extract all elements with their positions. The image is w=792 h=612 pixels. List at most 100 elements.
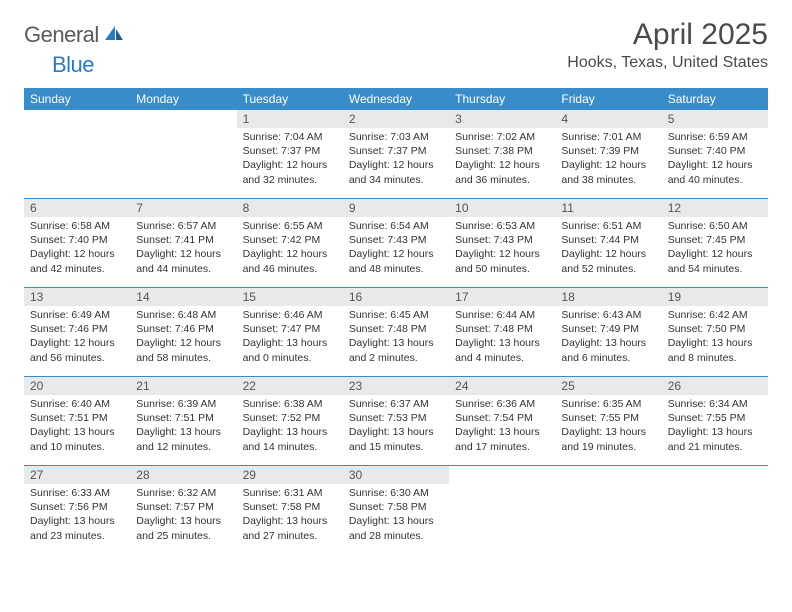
sunrise-text: Sunrise: 6:30 AM bbox=[349, 486, 443, 500]
daylight-text: Daylight: 12 hours and 52 minutes. bbox=[561, 247, 655, 275]
sunset-text: Sunset: 7:57 PM bbox=[136, 500, 230, 514]
calendar-week: 20Sunrise: 6:40 AMSunset: 7:51 PMDayligh… bbox=[24, 377, 768, 466]
daylight-text: Daylight: 12 hours and 48 minutes. bbox=[349, 247, 443, 275]
sunrise-text: Sunrise: 6:58 AM bbox=[30, 219, 124, 233]
sunrise-text: Sunrise: 6:31 AM bbox=[243, 486, 337, 500]
month-title: April 2025 bbox=[567, 18, 768, 52]
day-number: 21 bbox=[130, 377, 236, 395]
sunset-text: Sunset: 7:43 PM bbox=[455, 233, 549, 247]
daylight-text: Daylight: 13 hours and 27 minutes. bbox=[243, 514, 337, 542]
sunset-text: Sunset: 7:37 PM bbox=[349, 144, 443, 158]
day-details: Sunrise: 6:51 AMSunset: 7:44 PMDaylight:… bbox=[555, 217, 661, 282]
calendar-week: 1Sunrise: 7:04 AMSunset: 7:37 PMDaylight… bbox=[24, 110, 768, 199]
sunset-text: Sunset: 7:58 PM bbox=[349, 500, 443, 514]
day-number: 26 bbox=[662, 377, 768, 395]
day-number: 5 bbox=[662, 110, 768, 128]
weekday-header: Thursday bbox=[449, 88, 555, 110]
day-details: Sunrise: 6:54 AMSunset: 7:43 PMDaylight:… bbox=[343, 217, 449, 282]
sunrise-text: Sunrise: 6:57 AM bbox=[136, 219, 230, 233]
day-details: Sunrise: 6:55 AMSunset: 7:42 PMDaylight:… bbox=[237, 217, 343, 282]
day-number: 20 bbox=[24, 377, 130, 395]
day-details: Sunrise: 6:34 AMSunset: 7:55 PMDaylight:… bbox=[662, 395, 768, 460]
sunset-text: Sunset: 7:48 PM bbox=[455, 322, 549, 336]
brand-logo: General bbox=[24, 22, 127, 48]
daylight-text: Daylight: 12 hours and 54 minutes. bbox=[668, 247, 762, 275]
daylight-text: Daylight: 13 hours and 19 minutes. bbox=[561, 425, 655, 453]
sunset-text: Sunset: 7:39 PM bbox=[561, 144, 655, 158]
daylight-text: Daylight: 12 hours and 32 minutes. bbox=[243, 158, 337, 186]
sunrise-text: Sunrise: 7:02 AM bbox=[455, 130, 549, 144]
daylight-text: Daylight: 13 hours and 23 minutes. bbox=[30, 514, 124, 542]
day-number: 3 bbox=[449, 110, 555, 128]
day-details: Sunrise: 6:36 AMSunset: 7:54 PMDaylight:… bbox=[449, 395, 555, 460]
daylight-text: Daylight: 13 hours and 28 minutes. bbox=[349, 514, 443, 542]
day-number: 18 bbox=[555, 288, 661, 306]
sunset-text: Sunset: 7:37 PM bbox=[243, 144, 337, 158]
daylight-text: Daylight: 13 hours and 6 minutes. bbox=[561, 336, 655, 364]
daylight-text: Daylight: 13 hours and 4 minutes. bbox=[455, 336, 549, 364]
day-number: 27 bbox=[24, 466, 130, 484]
daylight-text: Daylight: 12 hours and 58 minutes. bbox=[136, 336, 230, 364]
weekday-header: Saturday bbox=[662, 88, 768, 110]
sunrise-text: Sunrise: 6:46 AM bbox=[243, 308, 337, 322]
weekday-header: Friday bbox=[555, 88, 661, 110]
daylight-text: Daylight: 13 hours and 14 minutes. bbox=[243, 425, 337, 453]
sunrise-text: Sunrise: 6:55 AM bbox=[243, 219, 337, 233]
sunrise-text: Sunrise: 6:48 AM bbox=[136, 308, 230, 322]
weekday-header: Sunday bbox=[24, 88, 130, 110]
day-details: Sunrise: 6:45 AMSunset: 7:48 PMDaylight:… bbox=[343, 306, 449, 371]
daylight-text: Daylight: 12 hours and 44 minutes. bbox=[136, 247, 230, 275]
sunset-text: Sunset: 7:43 PM bbox=[349, 233, 443, 247]
day-details: Sunrise: 6:40 AMSunset: 7:51 PMDaylight:… bbox=[24, 395, 130, 460]
calendar-day: 17Sunrise: 6:44 AMSunset: 7:48 PMDayligh… bbox=[449, 288, 555, 376]
day-number: 7 bbox=[130, 199, 236, 217]
calendar-day: 21Sunrise: 6:39 AMSunset: 7:51 PMDayligh… bbox=[130, 377, 236, 465]
sunset-text: Sunset: 7:51 PM bbox=[30, 411, 124, 425]
calendar-day: 20Sunrise: 6:40 AMSunset: 7:51 PMDayligh… bbox=[24, 377, 130, 465]
sunrise-text: Sunrise: 6:45 AM bbox=[349, 308, 443, 322]
day-details: Sunrise: 6:43 AMSunset: 7:49 PMDaylight:… bbox=[555, 306, 661, 371]
day-number: 16 bbox=[343, 288, 449, 306]
sunset-text: Sunset: 7:51 PM bbox=[136, 411, 230, 425]
daylight-text: Daylight: 12 hours and 56 minutes. bbox=[30, 336, 124, 364]
calendar-day-empty bbox=[662, 466, 768, 554]
daylight-text: Daylight: 13 hours and 10 minutes. bbox=[30, 425, 124, 453]
day-number: 9 bbox=[343, 199, 449, 217]
calendar-day: 28Sunrise: 6:32 AMSunset: 7:57 PMDayligh… bbox=[130, 466, 236, 554]
weekday-header-row: SundayMondayTuesdayWednesdayThursdayFrid… bbox=[24, 88, 768, 110]
calendar-day: 29Sunrise: 6:31 AMSunset: 7:58 PMDayligh… bbox=[237, 466, 343, 554]
calendar-week: 27Sunrise: 6:33 AMSunset: 7:56 PMDayligh… bbox=[24, 466, 768, 554]
daylight-text: Daylight: 12 hours and 46 minutes. bbox=[243, 247, 337, 275]
calendar-page: General April 2025 Hooks, Texas, United … bbox=[0, 0, 792, 572]
sunset-text: Sunset: 7:42 PM bbox=[243, 233, 337, 247]
day-details: Sunrise: 6:48 AMSunset: 7:46 PMDaylight:… bbox=[130, 306, 236, 371]
weekday-header: Tuesday bbox=[237, 88, 343, 110]
daylight-text: Daylight: 13 hours and 25 minutes. bbox=[136, 514, 230, 542]
sunset-text: Sunset: 7:47 PM bbox=[243, 322, 337, 336]
sunrise-text: Sunrise: 6:36 AM bbox=[455, 397, 549, 411]
weekday-header: Monday bbox=[130, 88, 236, 110]
day-number: 23 bbox=[343, 377, 449, 395]
daylight-text: Daylight: 13 hours and 17 minutes. bbox=[455, 425, 549, 453]
day-details: Sunrise: 6:32 AMSunset: 7:57 PMDaylight:… bbox=[130, 484, 236, 549]
sunrise-text: Sunrise: 6:59 AM bbox=[668, 130, 762, 144]
day-details: Sunrise: 6:39 AMSunset: 7:51 PMDaylight:… bbox=[130, 395, 236, 460]
sunrise-text: Sunrise: 6:54 AM bbox=[349, 219, 443, 233]
day-details: Sunrise: 7:02 AMSunset: 7:38 PMDaylight:… bbox=[449, 128, 555, 193]
calendar-day: 8Sunrise: 6:55 AMSunset: 7:42 PMDaylight… bbox=[237, 199, 343, 287]
calendar-day-empty bbox=[555, 466, 661, 554]
day-number: 4 bbox=[555, 110, 661, 128]
sunset-text: Sunset: 7:55 PM bbox=[561, 411, 655, 425]
day-details: Sunrise: 6:46 AMSunset: 7:47 PMDaylight:… bbox=[237, 306, 343, 371]
sunset-text: Sunset: 7:41 PM bbox=[136, 233, 230, 247]
sunrise-text: Sunrise: 6:38 AM bbox=[243, 397, 337, 411]
sunrise-text: Sunrise: 6:39 AM bbox=[136, 397, 230, 411]
daylight-text: Daylight: 12 hours and 42 minutes. bbox=[30, 247, 124, 275]
day-details: Sunrise: 6:59 AMSunset: 7:40 PMDaylight:… bbox=[662, 128, 768, 193]
day-details: Sunrise: 6:30 AMSunset: 7:58 PMDaylight:… bbox=[343, 484, 449, 549]
sunrise-text: Sunrise: 6:32 AM bbox=[136, 486, 230, 500]
sunrise-text: Sunrise: 6:34 AM bbox=[668, 397, 762, 411]
sunset-text: Sunset: 7:45 PM bbox=[668, 233, 762, 247]
calendar-day: 24Sunrise: 6:36 AMSunset: 7:54 PMDayligh… bbox=[449, 377, 555, 465]
day-details: Sunrise: 6:31 AMSunset: 7:58 PMDaylight:… bbox=[237, 484, 343, 549]
